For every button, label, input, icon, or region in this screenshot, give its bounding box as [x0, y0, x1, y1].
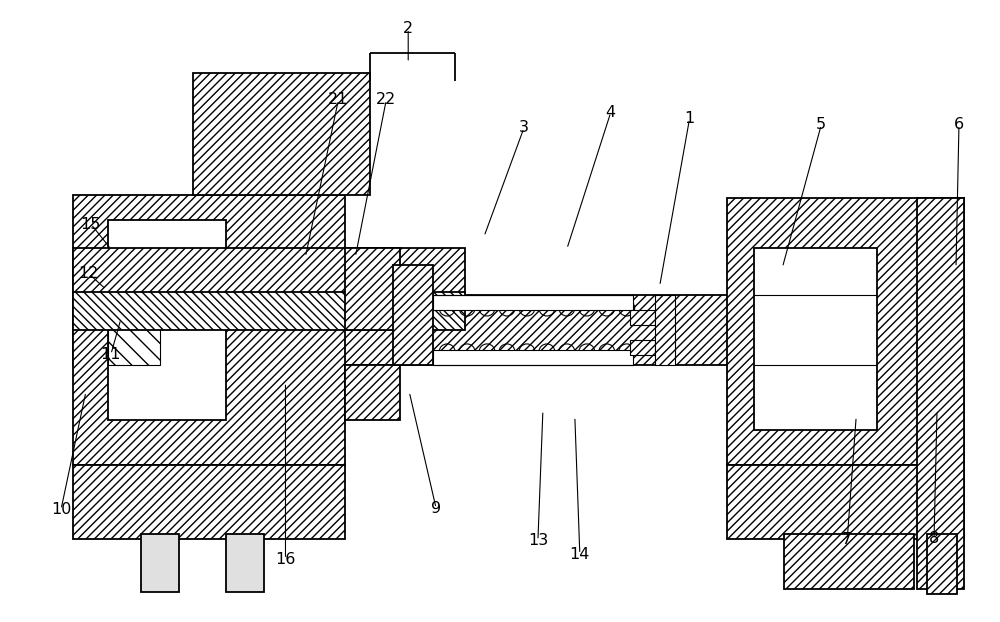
- Bar: [73, 292, 465, 330]
- Text: 2: 2: [403, 21, 413, 36]
- Text: 7: 7: [842, 532, 852, 547]
- Text: 16: 16: [275, 552, 296, 567]
- Text: 10: 10: [51, 502, 71, 517]
- Bar: [630, 340, 655, 355]
- Bar: [141, 534, 179, 592]
- Bar: [727, 198, 964, 465]
- Bar: [345, 248, 400, 330]
- Bar: [108, 295, 160, 365]
- Bar: [927, 534, 957, 595]
- Bar: [393, 265, 433, 365]
- Bar: [630, 310, 655, 325]
- Bar: [345, 365, 400, 420]
- Text: 8: 8: [929, 531, 939, 546]
- Text: 12: 12: [79, 266, 99, 281]
- Bar: [193, 73, 370, 195]
- Bar: [433, 350, 633, 365]
- Text: 14: 14: [570, 547, 590, 562]
- Bar: [727, 465, 964, 539]
- Text: 5: 5: [816, 118, 826, 132]
- Text: 11: 11: [101, 347, 121, 362]
- Bar: [754, 248, 877, 430]
- Bar: [226, 534, 264, 592]
- Text: 4: 4: [606, 105, 616, 120]
- Bar: [108, 220, 226, 420]
- Bar: [784, 534, 914, 590]
- Bar: [433, 295, 633, 310]
- Text: 15: 15: [81, 216, 101, 231]
- Bar: [73, 248, 465, 295]
- Text: 22: 22: [376, 93, 396, 108]
- Bar: [73, 295, 964, 365]
- Text: 1: 1: [684, 111, 695, 126]
- Bar: [655, 295, 675, 365]
- Text: 3: 3: [519, 121, 529, 136]
- Bar: [917, 198, 964, 590]
- Text: 13: 13: [528, 533, 548, 548]
- Bar: [73, 195, 345, 465]
- Bar: [73, 465, 345, 539]
- Text: 9: 9: [431, 501, 441, 516]
- Text: 6: 6: [954, 118, 964, 132]
- Text: 21: 21: [328, 93, 349, 108]
